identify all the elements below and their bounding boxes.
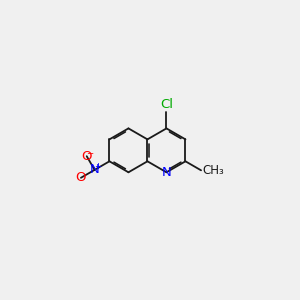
Text: −: − [86, 148, 93, 158]
Text: N: N [90, 164, 100, 176]
Text: O: O [82, 150, 92, 163]
Text: Cl: Cl [160, 98, 173, 111]
Text: O: O [76, 171, 86, 184]
Text: CH₃: CH₃ [202, 164, 224, 177]
Text: +: + [94, 162, 101, 171]
Text: N: N [162, 166, 171, 179]
